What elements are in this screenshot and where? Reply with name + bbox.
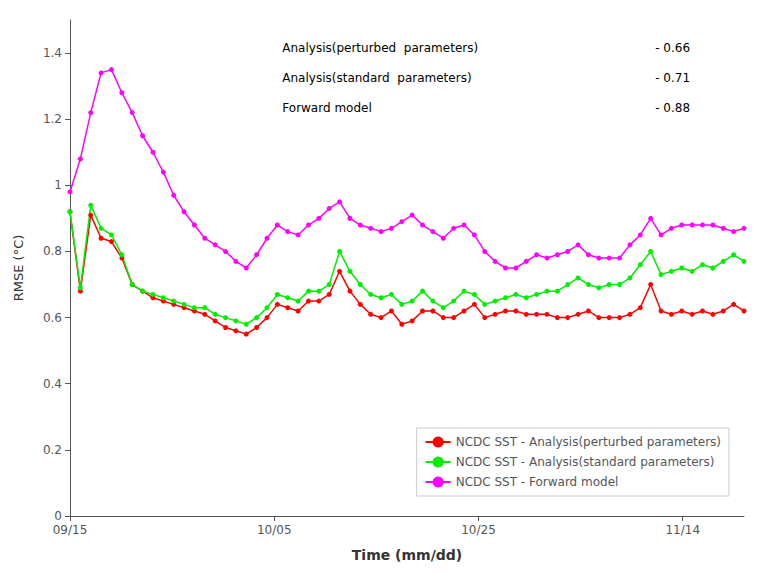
svg-text:1.4: 1.4 bbox=[43, 46, 62, 60]
svg-text:1: 1 bbox=[54, 178, 62, 192]
svg-text:0.2: 0.2 bbox=[43, 443, 62, 457]
svg-text:- 0.66: - 0.66 bbox=[655, 41, 690, 55]
svg-text:1.2: 1.2 bbox=[43, 112, 62, 126]
svg-text:NCDC SST - Analysis(standard p: NCDC SST - Analysis(standard parameters) bbox=[456, 455, 715, 469]
svg-text:NCDC SST - Forward model: NCDC SST - Forward model bbox=[456, 475, 619, 489]
svg-text:0.4: 0.4 bbox=[43, 377, 62, 391]
svg-text:0.8: 0.8 bbox=[43, 244, 62, 258]
svg-text:RMSE (°C): RMSE (°C) bbox=[11, 235, 26, 302]
svg-text:Analysis(perturbed parameters: Analysis(perturbed parameters) bbox=[282, 41, 478, 55]
svg-text:Time (mm/dd): Time (mm/dd) bbox=[352, 547, 462, 563]
svg-text:- 0.88: - 0.88 bbox=[655, 101, 690, 115]
svg-text:Forward model: Forward model bbox=[282, 101, 371, 115]
svg-text:- 0.71: - 0.71 bbox=[655, 71, 690, 85]
svg-text:09/15: 09/15 bbox=[53, 523, 88, 537]
svg-text:10/25: 10/25 bbox=[461, 523, 496, 537]
svg-text:0.6: 0.6 bbox=[43, 311, 62, 325]
svg-text:11/14: 11/14 bbox=[665, 523, 700, 537]
svg-text:NCDC SST - Analysis(perturbed: NCDC SST - Analysis(perturbed parameters… bbox=[456, 435, 721, 449]
svg-text:0: 0 bbox=[54, 509, 62, 523]
svg-text:Analysis(standard parameters): Analysis(standard parameters) bbox=[282, 71, 471, 85]
svg-text:10/05: 10/05 bbox=[257, 523, 292, 537]
